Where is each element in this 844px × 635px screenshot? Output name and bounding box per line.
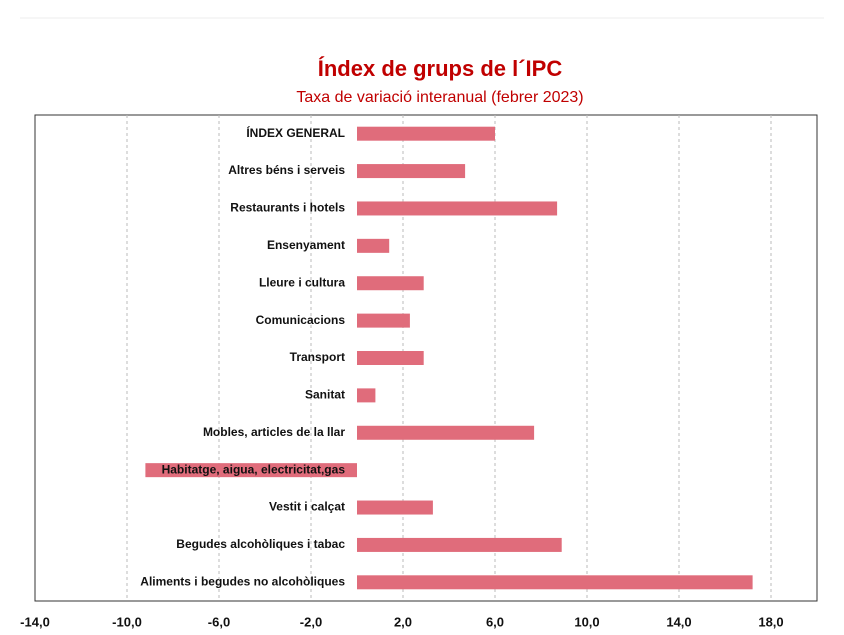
category-label: Ensenyament bbox=[267, 238, 345, 252]
bar bbox=[357, 201, 558, 216]
bar bbox=[357, 238, 390, 253]
x-tick-label: 10,0 bbox=[574, 614, 599, 629]
bar bbox=[357, 388, 376, 403]
chart-subtitle: Taxa de variació interanual (febrer 2023… bbox=[296, 89, 583, 106]
category-label: Comunicacions bbox=[256, 313, 346, 327]
bar bbox=[357, 164, 466, 179]
bar bbox=[357, 126, 495, 141]
bar bbox=[357, 425, 535, 440]
category-label: Mobles, articles de la llar bbox=[203, 425, 345, 439]
bar bbox=[357, 351, 424, 365]
category-label: Restaurants i hotels bbox=[230, 201, 345, 215]
x-tick-label: 6,0 bbox=[486, 614, 504, 629]
bar bbox=[357, 537, 562, 552]
category-label: Lleure i cultura bbox=[259, 275, 345, 289]
x-tick-label: -10,0 bbox=[112, 614, 142, 629]
x-tick-label: 18,0 bbox=[758, 614, 783, 629]
category-label: Altres béns i serveis bbox=[228, 163, 345, 177]
category-label: Begudes alcohòliques i tabac bbox=[176, 537, 345, 551]
x-tick-label: -2,0 bbox=[300, 614, 322, 629]
x-tick-label: -6,0 bbox=[208, 614, 230, 629]
plot-frame bbox=[34, 114, 818, 602]
x-tick-label: -14,0 bbox=[20, 614, 50, 629]
category-label: Transport bbox=[290, 350, 345, 364]
bar bbox=[357, 500, 433, 515]
x-tick-label: 2,0 bbox=[394, 614, 412, 629]
category-label: Aliments i begudes no alcohòliques bbox=[140, 574, 345, 588]
bar bbox=[357, 313, 410, 328]
x-tick-label: 14,0 bbox=[666, 614, 691, 629]
bar bbox=[145, 463, 357, 478]
bar bbox=[357, 276, 424, 291]
category-label: Vestit i calçat bbox=[269, 500, 345, 514]
bar bbox=[357, 575, 753, 590]
category-label: ÍNDEX GENERAL bbox=[246, 125, 345, 140]
chart-title: Índex de grups de l´IPC bbox=[318, 56, 563, 81]
category-label: Habitatge, aigua, electricitat,gas bbox=[162, 462, 346, 476]
category-label: Sanitat bbox=[305, 388, 345, 402]
